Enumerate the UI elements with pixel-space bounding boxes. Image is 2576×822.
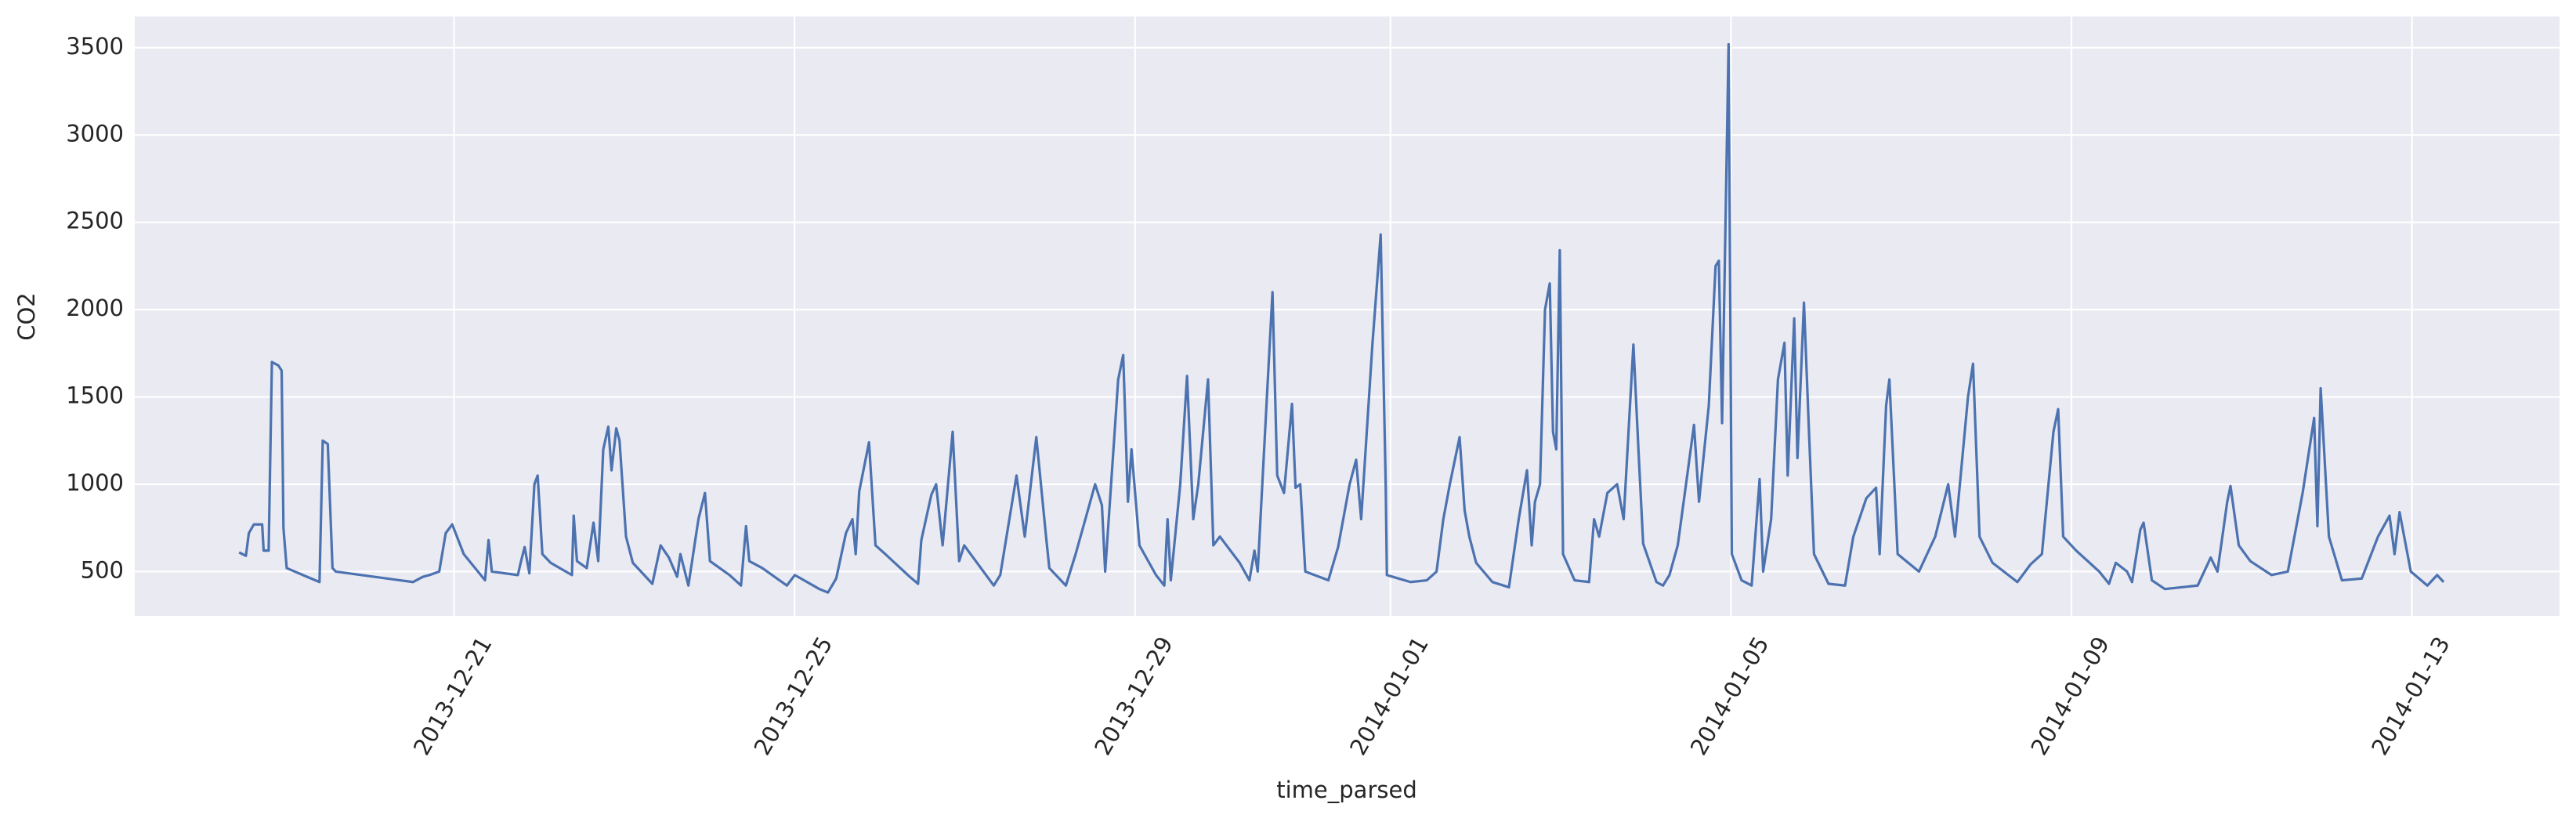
data-line [238,42,2445,594]
y-tick-label: 1500 [66,382,124,409]
x-tick-label: 2013-12-21 [408,632,497,760]
y-tick-label: 3500 [66,33,124,60]
y-tick-label: 1000 [66,469,124,496]
y-tick-label: 3000 [66,120,124,147]
x-tick-label: 2014-01-05 [1685,632,1775,760]
x-tick-label: 2014-01-01 [1344,632,1434,760]
plot-area [135,16,2560,616]
x-axis-label: time_parsed [1276,777,1416,803]
x-tick-label: 2014-01-09 [2025,632,2115,760]
y-tick-label: 2000 [66,295,124,321]
y-axis-label: CO2 [13,292,40,341]
y-tick-label: 2500 [66,208,124,234]
x-tick-label: 2014-01-13 [2366,632,2455,760]
y-tick-label: 500 [81,556,124,583]
x-tick-label: 2013-12-29 [1089,632,1178,760]
x-tick-label: 2013-12-25 [749,632,838,760]
